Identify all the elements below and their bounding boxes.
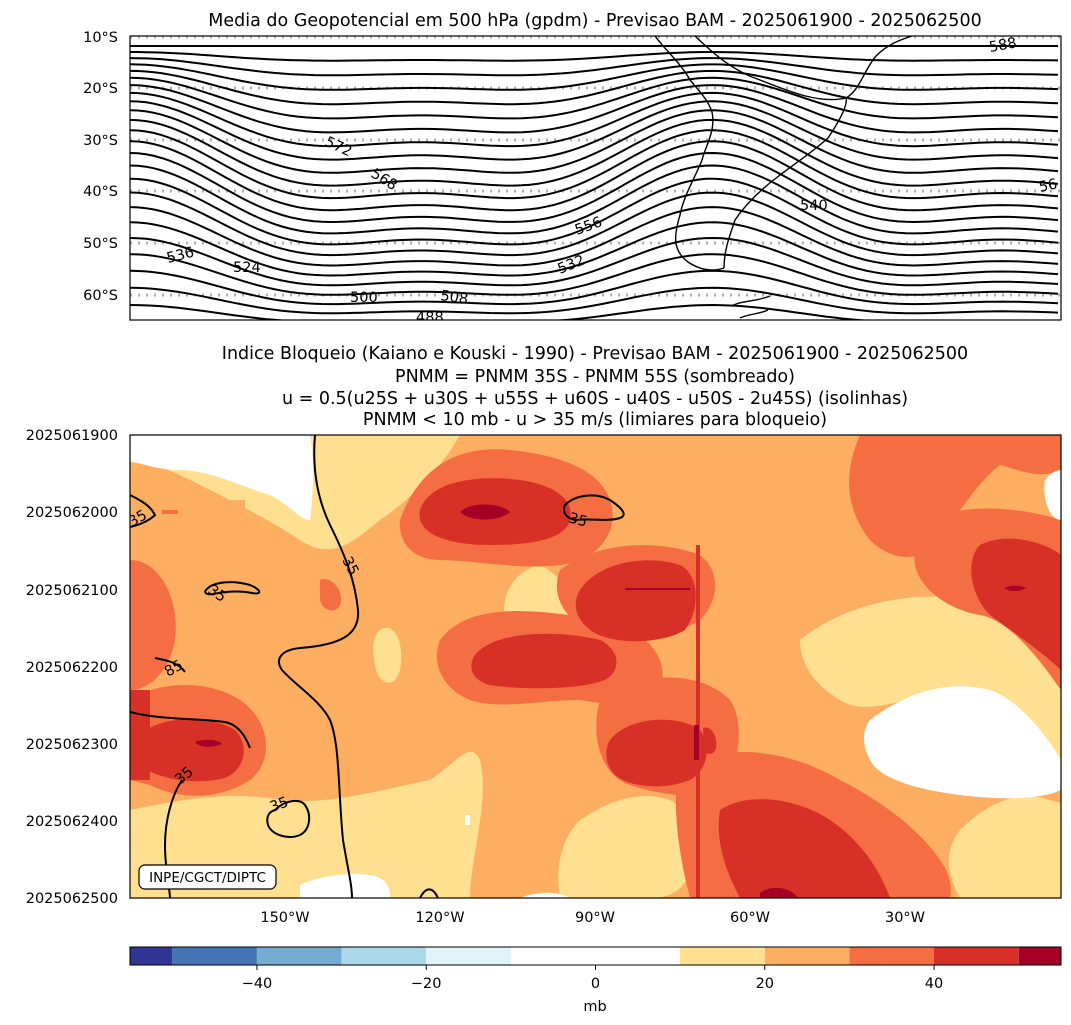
y-tick-label: 10°S (83, 30, 118, 46)
geopotential-isoline (130, 151, 1059, 224)
pnmm-shading (130, 435, 1061, 898)
contour-label: 488 (416, 310, 444, 326)
contour-label: 56 (1038, 176, 1059, 195)
y-tick-label: 2025062400 (26, 814, 118, 830)
geopotential-isoline (130, 323, 1058, 332)
contour-label: 500 (350, 290, 378, 306)
contour-label: 536 (165, 245, 196, 267)
geopotential-isoline (130, 129, 1059, 200)
colorbar-cells (130, 947, 1061, 965)
colorbar-tick-label: −20 (411, 976, 442, 992)
colorbar-ticks (256, 965, 935, 970)
title-line: PNMM < 10 mb - u > 35 m/s (limiares para… (363, 410, 827, 430)
y-tick-label: 2025061900 (26, 428, 118, 444)
title-line: u = 0.5(u25S + u30S + u55S + u60S - u40S… (282, 389, 908, 409)
geopotential-isoline (130, 140, 1059, 212)
geopotential-isoline (130, 253, 1059, 296)
map-panel: 588 572 568 556 540 536 532 524 508 500 … (83, 30, 1062, 332)
y-tick-label: 30°S (83, 133, 118, 149)
contour-label: 508 (439, 288, 469, 308)
geopotential-isoline (130, 76, 1059, 120)
colorbar-cell (849, 947, 934, 965)
colorbar-tick-label: 0 (591, 976, 600, 992)
colorbar-tick-label: 40 (925, 976, 943, 992)
x-tick-label: 150°W (260, 910, 309, 926)
hovmoller-frame (129, 434, 1062, 899)
colorbar-tick-labels: −40 −20 0 20 40 (242, 976, 944, 992)
colorbar-cell (934, 947, 1019, 965)
map-title: Media do Geopotencial em 500 hPa (gpdm) … (208, 11, 981, 31)
contour-label: 85 (162, 657, 186, 680)
y-tick-label: 40°S (83, 184, 118, 200)
latitude-gridlines (130, 36, 1061, 297)
geopotential-contours (130, 45, 1059, 332)
y-tick-label: 20°S (83, 81, 118, 97)
contour-label: 35 (268, 794, 291, 815)
geopotential-isoline (130, 118, 1059, 187)
contour-label: 588 (988, 35, 1018, 56)
y-tick-label: 2025062100 (26, 583, 118, 599)
geopotential-isoline (130, 164, 1059, 235)
title-line: PNMM = PNMM 35S - PNMM 55S (sombreado) (395, 367, 795, 387)
coastline-south-america (654, 36, 913, 319)
map-y-axis: 10°S 20°S 30°S 40°S 50°S 60°S (83, 30, 118, 304)
geopotential-isoline (130, 63, 1059, 91)
geopotential-isoline (130, 57, 1059, 77)
colorbar-label: mb (583, 999, 606, 1015)
y-tick-label: 2025062300 (26, 737, 118, 753)
contour-label: 524 (233, 260, 261, 276)
blocking-index-title: Indice Bloqueio (Kaiano e Kouski - 1990)… (222, 344, 968, 430)
colorbar: −40 −20 0 20 40 mb (129, 946, 1062, 1015)
geopotential-isoline (130, 303, 1019, 320)
title-line: Indice Bloqueio (Kaiano e Kouski - 1990)… (222, 344, 968, 364)
geopotential-isoline (130, 100, 1059, 161)
colorbar-cell (764, 947, 850, 965)
geopotential-isoline (130, 286, 1059, 315)
longitude-axis: 150°W 120°W 90°W 60°W 30°W (260, 910, 925, 926)
svg-text:INPE/CGCT/DIPTC: INPE/CGCT/DIPTC (149, 870, 266, 886)
y-tick-label: 2025062000 (26, 505, 118, 521)
x-tick-label: 30°W (885, 910, 925, 926)
y-tick-label: 2025062200 (26, 660, 118, 676)
geopotential-isoline (130, 51, 1059, 62)
contour-label: 35 (338, 554, 361, 578)
y-tick-label: 50°S (83, 236, 118, 252)
y-tick-label: 2025062500 (26, 891, 118, 907)
colorbar-cell (1018, 947, 1061, 965)
geopotential-isoline (130, 236, 1059, 287)
colorbar-tick-label: 20 (756, 976, 774, 992)
hovmoller-panel: 35 35 35 35 85 35 35 INPE/CGCT/DIPTC 202… (26, 428, 1062, 926)
colorbar-cell (426, 947, 511, 965)
geopotential-isoline (130, 91, 1059, 148)
geopotential-isoline (130, 221, 1059, 277)
geopotential-isoline (130, 177, 1059, 246)
colorbar-cell (510, 947, 681, 965)
geopotential-isoline (130, 69, 1059, 106)
colorbar-cell (257, 947, 342, 965)
x-tick-label: 120°W (415, 910, 464, 926)
colorbar-cell (680, 947, 765, 965)
watermark: INPE/CGCT/DIPTC (138, 864, 277, 890)
time-axis: 2025061900 2025062000 2025062100 2025062… (26, 428, 118, 907)
y-tick-label: 60°S (83, 288, 118, 304)
geopotential-isoline (130, 191, 1059, 257)
contour-label: 540 (800, 198, 828, 214)
map-frame (129, 35, 1062, 321)
geopotential-isoline (130, 269, 1059, 306)
x-tick-label: 60°W (730, 910, 770, 926)
colorbar-cell (130, 947, 173, 965)
geopotential-isoline (130, 206, 1059, 267)
contour-label: 35 (567, 510, 589, 530)
colorbar-cell (341, 947, 427, 965)
geopotential-isoline (130, 109, 1059, 174)
geopotential-isoline (130, 84, 1059, 134)
colorbar-cell (172, 947, 257, 965)
colorbar-tick-label: −40 (242, 976, 273, 992)
x-tick-label: 90°W (575, 910, 615, 926)
